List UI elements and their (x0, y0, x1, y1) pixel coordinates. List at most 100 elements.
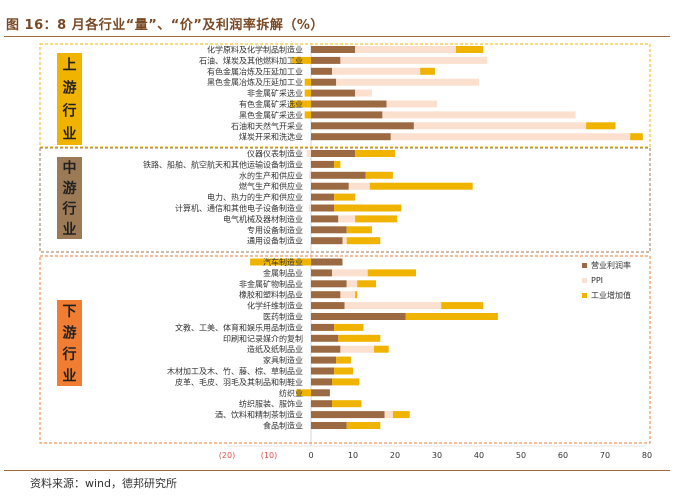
bar-value-added (304, 78, 311, 86)
bar-value-added (290, 100, 311, 108)
category-label: 电气机械及器材制造业 (223, 214, 303, 224)
category-label: 非金属矿物制品业 (239, 279, 303, 289)
bar-profit (311, 313, 406, 320)
x-tick-label: 20 (390, 451, 400, 460)
category-label: 橡胶和塑料制品业 (239, 290, 303, 300)
bar-profit (311, 171, 366, 179)
x-tick-label: 70 (600, 451, 610, 460)
bar-profit (311, 193, 335, 201)
category-label: 黑色金属冶炼及压延加工业 (207, 77, 303, 87)
bar-value-added (441, 302, 484, 310)
group-label-char: 中 (63, 159, 77, 176)
source-divider (4, 470, 670, 471)
bar-value-added (420, 67, 435, 75)
bar-profit (311, 182, 349, 190)
bar-value-added (367, 269, 416, 277)
bar-ppi (338, 215, 356, 223)
category-label: 通用设备制造业 (247, 236, 303, 246)
bar-value-added (355, 150, 395, 157)
group-box-3 (39, 255, 651, 444)
category-label: 汽车制造业 (263, 257, 303, 267)
group-label-char: 游 (63, 324, 77, 341)
group-label-box-3 (57, 300, 82, 386)
bar-profit (311, 302, 345, 310)
bar-value-added (292, 56, 311, 64)
category-label: 文教、工美、体育和娱乐用品制造业 (175, 322, 303, 332)
bar-ppi (384, 411, 393, 419)
group-label-char: 游 (63, 80, 77, 97)
bar-value-added (334, 367, 353, 375)
legend-label: PPI (591, 276, 603, 285)
category-label: 石油和天然气开采业 (231, 121, 303, 131)
bar-profit (311, 334, 339, 342)
group-label-char: 业 (63, 127, 77, 143)
bar-profit (311, 411, 385, 419)
bar-profit (311, 56, 341, 64)
bar-profit (311, 89, 356, 97)
bar-ppi (413, 122, 587, 130)
category-label: 仪器仪表制造业 (247, 149, 303, 159)
group-label-box-2 (57, 157, 82, 239)
bar-ppi (386, 100, 437, 108)
bar-profit (311, 389, 330, 397)
category-label: 燃气生产和供应业 (239, 181, 303, 191)
category-label: 计算机、通信和其他电子设备制造业 (175, 203, 303, 213)
category-label: 非金属矿采选业 (247, 88, 303, 98)
bar-ppi (355, 46, 456, 53)
bar-value-added (296, 389, 311, 397)
bar-value-added (369, 182, 473, 190)
legend-label: 工业增加值 (591, 290, 631, 300)
bar-profit (311, 78, 337, 86)
x-tick-label: 40 (474, 451, 484, 460)
bar-ppi (348, 182, 370, 190)
bar-profit (311, 111, 383, 119)
category-label: 木材加工及木、竹、藤、棕、草制品业 (167, 366, 303, 376)
group-label-char: 行 (62, 346, 77, 363)
bar-value-added (250, 258, 311, 266)
bar-value-added (355, 215, 398, 223)
x-tick-label: 30 (432, 451, 442, 460)
bar-ppi (340, 345, 374, 353)
category-label: 电力、热力的生产和供应业 (207, 192, 303, 202)
bar-value-added (334, 160, 341, 168)
bar-value-added (332, 400, 362, 408)
category-label: 酒、饮料和精制茶制造业 (215, 410, 303, 420)
bar-value-added (338, 334, 381, 342)
category-label: 有色金属矿采选业 (239, 99, 303, 109)
group-box-1 (39, 43, 651, 148)
category-label: 食品制造业 (263, 421, 303, 431)
category-label: 化学纤维制造业 (247, 301, 303, 311)
group-label-char: 下 (63, 304, 77, 320)
category-label: 医药制造业 (263, 312, 303, 322)
bar-value-added (355, 291, 358, 299)
title-divider (4, 36, 670, 37)
chart-title: 图 16：8 月各行业“量”、“价”及利润率拆解（%） (6, 18, 324, 33)
bar-ppi (306, 150, 311, 157)
bar-value-added (304, 89, 311, 97)
bar-profit (311, 345, 341, 353)
legend-swatch (582, 278, 587, 283)
bar-value-added (357, 280, 377, 288)
category-label: 印刷和记录媒介的复制 (223, 333, 303, 343)
category-label: 黑色金属矿采选业 (239, 110, 303, 120)
bar-value-added (630, 133, 643, 141)
bar-ppi (340, 291, 356, 299)
bar-profit (311, 367, 335, 375)
group-label-char: 游 (63, 180, 77, 197)
source-note: 资料来源：wind，德邦研究所 (30, 477, 178, 490)
bar-profit (311, 237, 343, 245)
bar-profit (311, 280, 347, 288)
x-tick-label: (20) (219, 451, 235, 460)
bar-ppi (355, 89, 372, 97)
bar-profit (311, 46, 356, 53)
bar-value-added (405, 313, 498, 320)
bar-value-added (346, 226, 372, 234)
bar-profit (311, 269, 332, 277)
bar-profit (311, 378, 332, 386)
bar-value-added (304, 111, 311, 119)
bar-value-added (334, 204, 402, 212)
bar-ppi (382, 111, 576, 119)
bar-value-added (332, 378, 360, 386)
category-label: 皮革、毛皮、羽毛及其制品和制鞋业 (175, 377, 303, 387)
bar-ppi (344, 302, 442, 310)
